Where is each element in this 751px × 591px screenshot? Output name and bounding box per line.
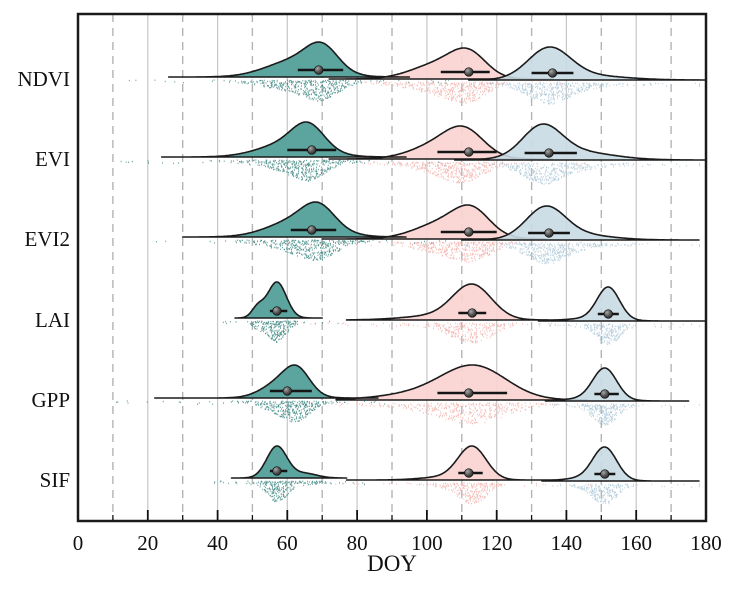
mean-point [272,306,282,316]
density-NDVI-group-1 [167,41,411,78]
x-tick-label-120: 120 [481,531,513,555]
x-tick-label-60: 60 [277,531,298,555]
points-SIF-group-2 [335,482,592,505]
row-EVI2 [156,201,700,265]
row-SIF [214,445,700,505]
mean-point [464,227,474,237]
points-EVI2-group-1 [156,239,447,262]
points-GPP-group-1 [116,400,386,423]
mean-marker-LAI-group-2 [458,308,487,318]
mean-point [464,468,474,478]
x-tick-label-180: 180 [690,531,722,555]
mean-marker-EVI2-group-1 [290,225,337,235]
density-LAI-group-3 [537,286,706,322]
points-EVI-group-1 [120,159,440,182]
row-LAI [222,281,706,346]
density-NDVI-group-3 [468,46,706,81]
density-EVI-group-1 [160,121,407,158]
mean-point [544,148,554,158]
mean-point [307,225,317,235]
mean-marker-EVI-group-1 [287,145,337,155]
x-tick-label-0: 0 [73,531,84,555]
mean-point [464,67,474,77]
density-EVI2-group-1 [181,201,407,238]
mean-point [282,386,292,396]
mean-marker-EVI-group-2 [437,147,497,157]
points-LAI-group-2 [310,322,603,344]
points-NDVI-group-1 [128,79,449,102]
x-tick-label-40: 40 [207,531,228,555]
points-SIF-group-1 [214,480,365,503]
mean-point [272,466,282,476]
mean-marker-EVI2-group-2 [440,227,497,237]
mean-marker-NDVI-group-2 [440,67,490,77]
points-EVI-group-3 [440,162,700,185]
mean-marker-GPP-group-2 [437,388,508,398]
mean-point [547,68,558,78]
mean-point [464,147,474,157]
mean-point [467,308,477,318]
mean-marker-GPP-group-3 [594,389,619,399]
points-NDVI-group-3 [430,82,700,105]
points-EVI2-group-3 [422,242,700,265]
mean-point [603,309,613,319]
mean-point [600,389,610,399]
mean-marker-SIF-group-2 [458,468,483,478]
plot-border [76,12,708,523]
row-NDVI [128,41,706,105]
mean-marker-EVI2-group-3 [528,228,570,238]
axis-ticks [112,510,672,520]
points-SIF-group-3 [545,483,700,505]
axis-labels: DOY 0 20 40 60 80 100 120 140 160 180 NDVI EVI EVI2 L… [18,67,722,576]
mean-marker-GPP-group-1 [269,386,312,396]
density-SIF-group-3 [541,446,700,482]
density-GPP-group-2 [335,364,589,401]
mean-point [544,228,554,238]
row-label-GPP: GPP [31,388,70,412]
mean-point [314,65,324,75]
mean-marker-LAI-group-3 [597,309,619,319]
x-tick-label-140: 140 [551,531,583,555]
row-label-NDVI: NDVI [18,67,71,91]
mean-marker-NDVI-group-1 [297,65,344,75]
density-EVI-group-3 [454,123,706,161]
density-SIF-group-2 [345,445,557,481]
x-tick-label-160: 160 [620,531,652,555]
row-label-EVI2: EVI2 [25,227,71,251]
points-LAI-group-3 [508,323,700,346]
row-label-SIF: SIF [40,468,70,492]
mean-marker-EVI-group-3 [524,148,577,158]
points-LAI-group-1 [222,320,339,343]
mean-marker-LAI-group-1 [269,306,288,316]
mean-marker-SIF-group-1 [269,466,288,476]
gridlines [112,14,672,521]
x-tick-label-20: 20 [137,531,158,555]
points-EVI-group-2 [298,161,585,184]
points-GPP-group-2 [302,402,615,425]
density-LAI-group-1 [234,281,323,319]
mean-marker-SIF-group-3 [594,469,616,479]
row-GPP [116,364,700,426]
mean-point [464,388,474,398]
mean-point [600,469,610,479]
row-EVI [120,121,706,185]
x-tick-label-100: 100 [411,531,443,555]
density-LAI-group-2 [345,283,571,321]
row-label-LAI: LAI [35,308,70,332]
density-SIF-group-1 [230,445,348,479]
x-tick-label-80: 80 [347,531,368,555]
points-GPP-group-3 [545,403,700,426]
x-axis-title: DOY [367,551,417,576]
density-EVI2-group-3 [461,205,700,241]
distribution-rows [116,41,706,505]
mean-marker-NDVI-group-3 [531,68,574,78]
density-GPP-group-1 [154,364,379,399]
row-label-EVI: EVI [35,147,70,171]
density-GPP-group-3 [544,367,690,402]
points-EVI2-group-2 [288,241,582,263]
mean-point [307,145,317,155]
